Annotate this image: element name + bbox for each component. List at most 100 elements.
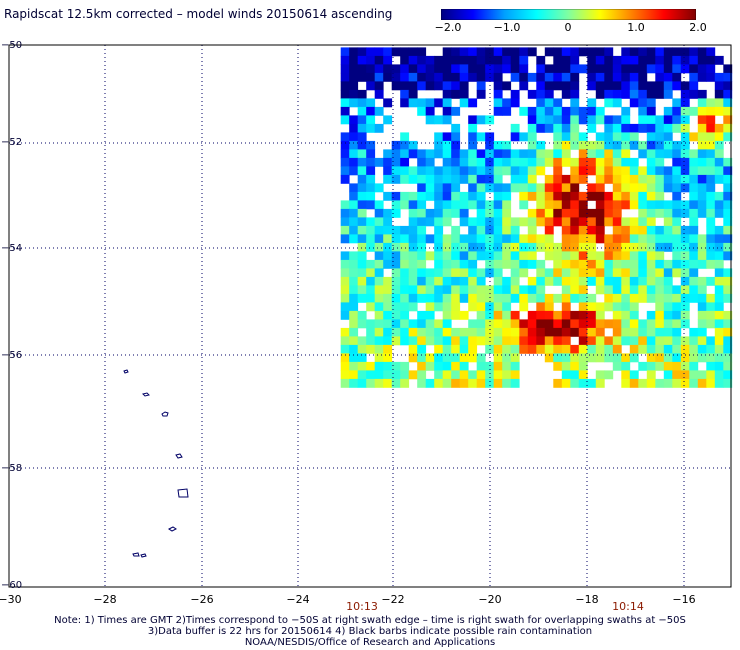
wind-cell — [553, 123, 563, 133]
wind-cell — [451, 208, 461, 218]
wind-cell — [357, 276, 367, 286]
wind-cell — [714, 55, 724, 65]
wind-cell — [697, 370, 707, 380]
wind-cell — [561, 64, 571, 74]
wind-cell — [646, 98, 656, 108]
wind-cell — [595, 140, 605, 150]
wind-cell — [442, 242, 452, 252]
wind-cell — [468, 200, 478, 210]
wind-cell — [646, 140, 656, 150]
wind-cell — [417, 370, 427, 380]
wind-cell — [451, 242, 461, 252]
wind-cell — [663, 106, 673, 116]
wind-cell — [374, 327, 384, 337]
wind-cell — [391, 242, 401, 252]
wind-cell — [714, 166, 724, 176]
wind-cell — [646, 132, 656, 142]
wind-cell — [485, 268, 495, 278]
wind-cell — [383, 310, 393, 320]
wind-cell — [646, 217, 656, 227]
wind-cell — [485, 370, 495, 380]
wind-cell — [391, 302, 401, 312]
wind-cell — [510, 47, 520, 57]
wind-cell — [561, 327, 571, 337]
wind-cell — [680, 259, 690, 269]
wind-cell — [383, 302, 393, 312]
wind-cell — [527, 242, 537, 252]
wind-cell — [714, 302, 724, 312]
wind-cell — [340, 106, 350, 116]
wind-cell — [493, 55, 503, 65]
wind-cell — [561, 319, 571, 329]
wind-cell — [706, 72, 716, 82]
wind-cell — [357, 183, 367, 193]
wind-cell — [646, 361, 656, 371]
wind-cell — [519, 242, 529, 252]
wind-cell — [612, 149, 622, 159]
wind-cell — [468, 166, 478, 176]
wind-cell — [400, 336, 410, 346]
wind-cell — [697, 149, 707, 159]
wind-cell — [655, 353, 665, 363]
wind-cell — [587, 140, 597, 150]
wind-cell — [519, 336, 529, 346]
wind-cell — [493, 251, 503, 261]
wind-cell — [468, 217, 478, 227]
wind-swath — [340, 47, 733, 388]
wind-cell — [672, 285, 682, 295]
wind-cell — [646, 106, 656, 116]
wind-cell — [680, 293, 690, 303]
wind-cell — [604, 217, 614, 227]
wind-cell — [510, 276, 520, 286]
wind-cell — [349, 268, 359, 278]
wind-cell — [451, 353, 461, 363]
wind-cell — [502, 353, 512, 363]
wind-cell — [697, 310, 707, 320]
wind-cell — [434, 140, 444, 150]
wind-cell — [366, 106, 376, 116]
wind-cell — [349, 72, 359, 82]
wind-cell — [689, 285, 699, 295]
wind-cell — [349, 191, 359, 201]
wind-cell — [638, 259, 648, 269]
wind-cell — [340, 276, 350, 286]
wind-cell — [442, 47, 452, 57]
wind-cell — [587, 106, 597, 116]
wind-cell — [434, 353, 444, 363]
wind-cell — [638, 225, 648, 235]
wind-cell — [723, 208, 733, 218]
wind-cell — [689, 47, 699, 57]
wind-cell — [587, 123, 597, 133]
wind-cell — [680, 157, 690, 167]
wind-cell — [723, 293, 733, 303]
wind-cell — [629, 81, 639, 91]
wind-cell — [476, 336, 486, 346]
wind-cell — [561, 217, 571, 227]
wind-cell — [638, 89, 648, 99]
wind-cell — [706, 276, 716, 286]
wind-cell — [604, 344, 614, 354]
wind-cell — [357, 115, 367, 125]
wind-cell — [459, 98, 469, 108]
wind-cell — [595, 55, 605, 65]
wind-cell — [604, 302, 614, 312]
wind-cell — [485, 234, 495, 244]
wind-cell — [646, 251, 656, 261]
wind-cell — [595, 225, 605, 235]
wind-cell — [340, 251, 350, 261]
wind-cell — [519, 344, 529, 354]
wind-cell — [434, 344, 444, 354]
wind-cell — [638, 55, 648, 65]
wind-cell — [663, 378, 673, 388]
wind-cell — [697, 276, 707, 286]
wind-cell — [612, 344, 622, 354]
wind-cell — [629, 336, 639, 346]
wind-cell — [629, 302, 639, 312]
wind-cell — [544, 268, 554, 278]
wind-cell — [553, 268, 563, 278]
wind-cell — [374, 336, 384, 346]
wind-cell — [485, 293, 495, 303]
wind-cell — [544, 183, 554, 193]
wind-cell — [493, 293, 503, 303]
wind-cell — [383, 98, 393, 108]
